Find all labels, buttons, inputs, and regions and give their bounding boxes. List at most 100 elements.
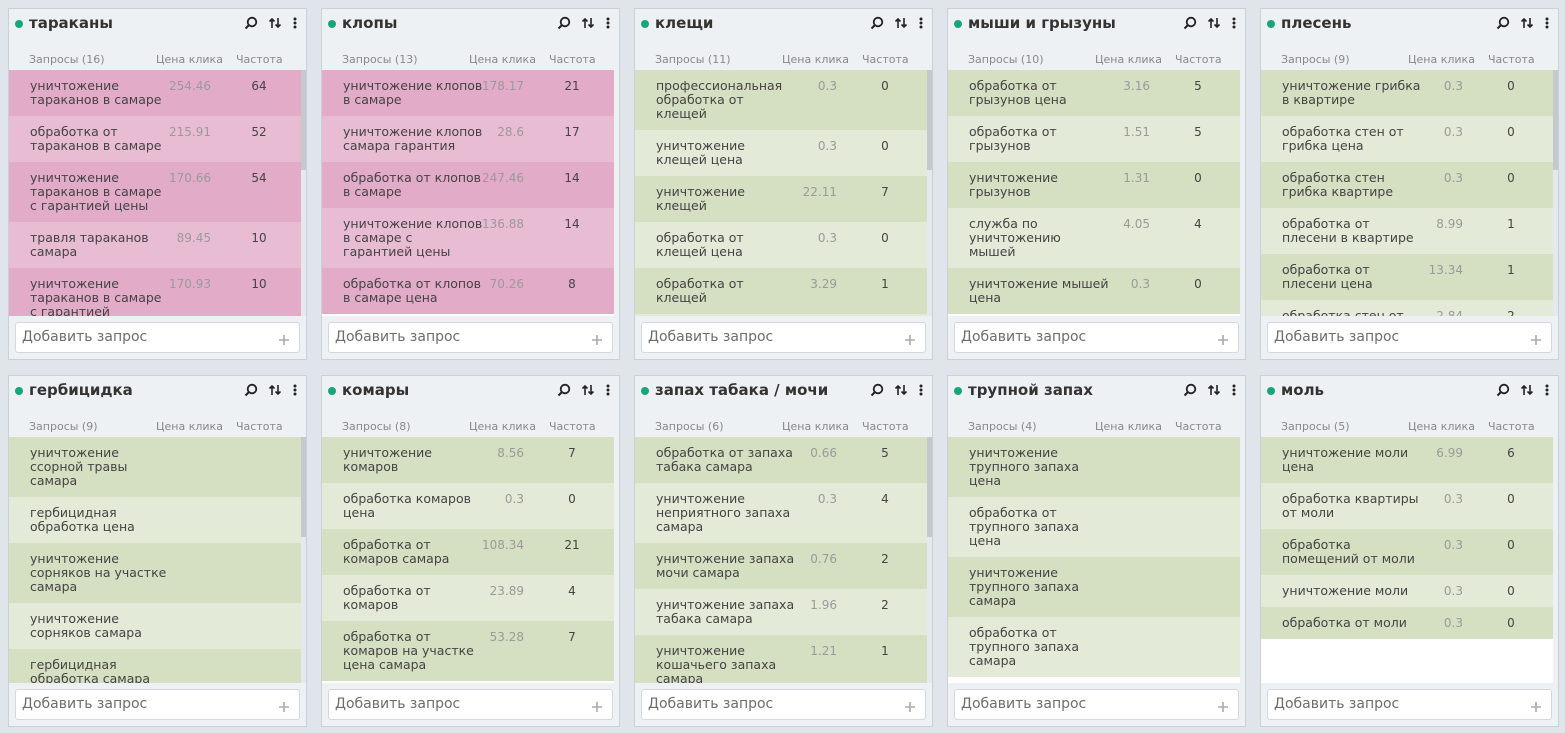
query-row[interactable]: обработка от трупного запаха цена [948,497,1240,557]
add-button[interactable] [591,331,603,350]
query-row[interactable]: обработка от комаров на участке цена сам… [322,621,614,681]
add-button[interactable] [1530,331,1542,350]
scroll-thumb[interactable] [301,70,306,170]
query-row[interactable]: обработка от запаха табака самара 0.66 5 [635,437,927,483]
query-row[interactable]: уничтожение моли цена 6.99 6 [1261,437,1553,483]
query-row[interactable]: уничтожение мышей цена 0.3 0 [948,268,1240,314]
search-icon[interactable] [1496,16,1510,30]
query-row[interactable]: уничтожение клопов в самаре с гарантией … [322,208,614,268]
query-row[interactable]: уничтожение грызунов 1.31 0 [948,162,1240,208]
plus-icon[interactable] [591,701,603,713]
add-button[interactable] [591,698,603,717]
scrollbar[interactable] [1553,70,1558,316]
query-row[interactable]: уничтожение трупного запаха цена [948,437,1240,497]
sort-icon[interactable] [268,383,282,397]
scroll-thumb[interactable] [927,437,932,537]
add-button[interactable] [904,331,916,350]
plus-icon[interactable] [1217,701,1229,713]
plus-icon[interactable] [904,701,916,713]
add-button[interactable] [904,698,916,717]
more-icon[interactable] [605,383,611,397]
sort-icon[interactable] [894,16,908,30]
sort-icon[interactable] [1520,16,1534,30]
add-query-input[interactable]: Добавить запрос [1267,322,1552,353]
plus-icon[interactable] [904,334,916,346]
add-button[interactable] [278,331,290,350]
query-row[interactable]: уничтожение моли 0.3 0 [1261,575,1553,607]
query-row[interactable]: обработка стен грибка квартире 0.3 0 [1261,162,1553,208]
query-row[interactable]: уничтожение грибка в квартире 0.3 0 [1261,70,1553,116]
query-row[interactable]: уничтожение клопов в самаре 178.17 21 [322,70,614,116]
query-row[interactable]: обработка от грызунов 1.51 5 [948,116,1240,162]
add-query-input[interactable]: Добавить запрос [954,322,1239,353]
plus-icon[interactable] [591,334,603,346]
query-row[interactable]: обработка от клопов в самаре 247.46 14 [322,162,614,208]
query-row[interactable]: уничтожение неприятного запаха самара 0.3… [635,483,927,543]
plus-icon[interactable] [278,701,290,713]
sort-icon[interactable] [1207,383,1221,397]
scrollbar[interactable] [301,70,306,316]
query-row[interactable]: уничтожение кошачьего запаха самара 1.21 1 [635,635,927,683]
add-query-input[interactable]: Добавить запрос [641,322,926,353]
add-query-input[interactable]: Добавить запрос [954,689,1239,720]
query-row[interactable]: уничтожение тараканов в самаре с гаранти… [9,268,301,316]
sort-icon[interactable] [581,383,595,397]
search-icon[interactable] [1183,383,1197,397]
query-row[interactable]: травля тараканов самара 89.45 10 [9,222,301,268]
query-row[interactable]: обработка комаров цена 0.3 0 [322,483,614,529]
query-row[interactable]: обработка от моли 0.3 0 [1261,607,1553,639]
add-query-input[interactable]: Добавить запрос [15,689,300,720]
query-row[interactable]: уничтожение тараканов в самаре 254.46 64 [9,70,301,116]
query-row[interactable]: уничтожение комаров 8.56 7 [322,437,614,483]
more-icon[interactable] [918,16,924,30]
add-query-input[interactable]: Добавить запрос [1267,689,1552,720]
query-row[interactable]: обработка от комаров самара 108.34 21 [322,529,614,575]
scroll-thumb[interactable] [1553,70,1558,170]
query-row[interactable]: обработка от комаров 23.89 4 [322,575,614,621]
more-icon[interactable] [1544,16,1550,30]
query-row[interactable]: обработка от плесени в квартире 8.99 1 [1261,208,1553,254]
query-row[interactable]: уничтожение клещей 22.11 7 [635,176,927,222]
sort-icon[interactable] [581,16,595,30]
query-row[interactable]: обработка помещений от моли 0.3 0 [1261,529,1553,575]
scrollbar[interactable] [927,437,932,683]
more-icon[interactable] [1231,383,1237,397]
search-icon[interactable] [1496,383,1510,397]
query-row[interactable]: уничтожение запаха мочи самара 0.76 2 [635,543,927,589]
plus-icon[interactable] [1530,334,1542,346]
add-button[interactable] [1217,698,1229,717]
query-row[interactable]: обработка стен от 2.84 2 [1261,300,1553,316]
add-query-input[interactable]: Добавить запрос [328,689,613,720]
sort-icon[interactable] [894,383,908,397]
search-icon[interactable] [870,383,884,397]
query-row[interactable]: уничтожение клопов самара гарантия 28.6 17 [322,116,614,162]
query-row[interactable]: обработка стен от грибка цена 0.3 0 [1261,116,1553,162]
query-row[interactable]: профессиональная обработка от клещей 0.3 0 [635,70,927,130]
more-icon[interactable] [918,383,924,397]
scrollbar[interactable] [301,437,306,683]
plus-icon[interactable] [1217,334,1229,346]
query-row[interactable]: уничтожение0.30 [635,314,927,316]
scrollbar[interactable] [927,70,932,316]
query-row[interactable]: уничтожение сорняков самара [9,603,301,649]
sort-icon[interactable] [1520,383,1534,397]
search-icon[interactable] [870,16,884,30]
query-row[interactable]: уничтожение клещей цена 0.3 0 [635,130,927,176]
more-icon[interactable] [1544,383,1550,397]
plus-icon[interactable] [278,334,290,346]
add-query-input[interactable]: Добавить запрос [641,689,926,720]
more-icon[interactable] [292,16,298,30]
query-row[interactable]: гербицидная обработка цена [9,497,301,543]
query-row[interactable]: обработка от трупного запаха самара [948,617,1240,677]
search-icon[interactable] [557,383,571,397]
sort-icon[interactable] [1207,16,1221,30]
more-icon[interactable] [605,16,611,30]
more-icon[interactable] [292,383,298,397]
more-icon[interactable] [1231,16,1237,30]
query-row[interactable]: уничтожение трупного запаха самара [948,557,1240,617]
query-row[interactable]: уничтожение тараканов в самаре с гаранти… [9,162,301,222]
query-row[interactable]: уничтожение сорняков на участке самара [9,543,301,603]
query-row[interactable]: обработка от тараканов в самаре 215.91 52 [9,116,301,162]
scroll-thumb[interactable] [927,70,932,170]
add-query-input[interactable]: Добавить запрос [328,322,613,353]
